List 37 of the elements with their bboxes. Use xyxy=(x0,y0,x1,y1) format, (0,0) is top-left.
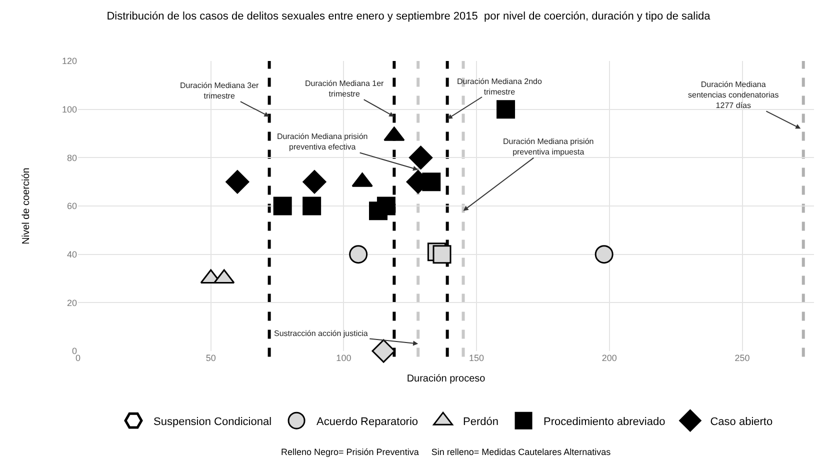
point xyxy=(496,100,516,119)
annotation: Sustracción acción justicia xyxy=(274,329,368,338)
legend-label: Acuerdo Reparatorio xyxy=(316,416,418,428)
point xyxy=(226,170,250,194)
y-tick-label: 80 xyxy=(66,152,77,163)
x-tick-label: 200 xyxy=(602,353,617,363)
annotation: Duración Mediana prisión preventiva efectiva xyxy=(277,132,368,152)
annotation: Duración Mediana 1er trimestre xyxy=(305,79,384,98)
x-tick-label: 150 xyxy=(469,353,484,363)
annotation: Duración Mediana prisión preventiva impuesta xyxy=(503,137,594,156)
y-tick-label: 40 xyxy=(66,249,77,260)
legend-label: Suspension Condicional xyxy=(154,416,272,428)
y-tick-label: 20 xyxy=(66,298,77,308)
y-tick-label: 60 xyxy=(66,201,77,212)
x-tick-label: 100 xyxy=(336,353,352,363)
x-tick-label: 250 xyxy=(734,353,750,363)
x-tick-label: 50 xyxy=(206,353,216,363)
point xyxy=(273,196,292,216)
annotation: Duración Mediana 2ndo trimestre xyxy=(457,77,542,96)
legend-label: Procedimiento abreviado xyxy=(544,416,666,428)
y-axis-title: Nivel de coerción xyxy=(20,168,32,244)
text: Relleno Negro= Prisión Preventiva Sin relleno= Medidas Cautelares Alternativas xyxy=(281,447,612,457)
point xyxy=(302,196,322,216)
point xyxy=(376,196,396,216)
x-axis-title: Duración proceso xyxy=(406,374,486,384)
y-tick-label: 120 xyxy=(62,56,77,66)
point xyxy=(349,245,368,264)
point xyxy=(408,146,433,170)
y-tick-label: 100 xyxy=(62,104,77,114)
y-tick-label: 0 xyxy=(72,346,77,356)
point xyxy=(594,245,614,264)
legend-label: Perdón xyxy=(463,416,499,428)
annotation: Duración Mediana 3er trimestre xyxy=(180,81,260,100)
annotation: Duración Mediana sentencias condenatorias 1277 días xyxy=(688,80,779,110)
point xyxy=(302,170,326,194)
legend-label: Caso abierto xyxy=(710,416,773,428)
chart-title: Distribución de los casos de delitos sexuales entre enero y septiembre 2015 por nivel de coerción, duración y tipo de salida xyxy=(106,10,712,22)
